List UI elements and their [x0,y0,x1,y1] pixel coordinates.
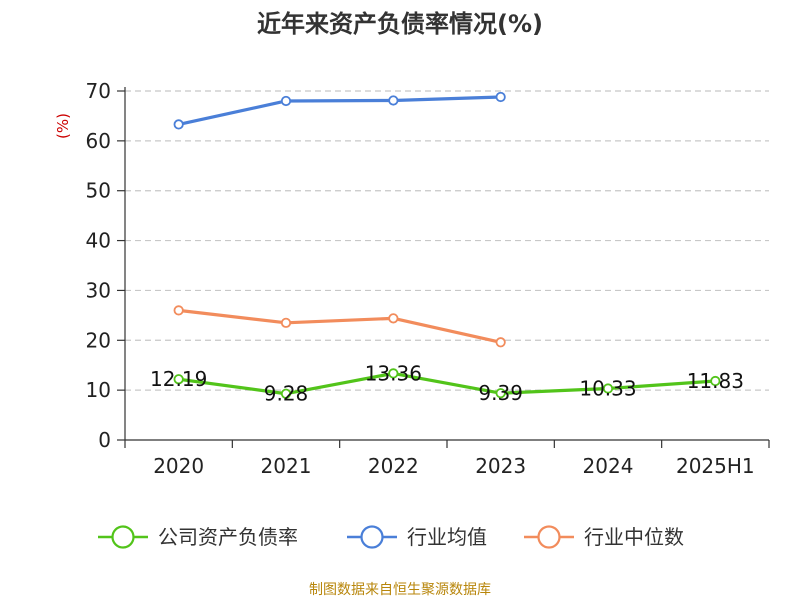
y-tick-label: 40 [86,229,111,253]
data-point[interactable] [280,388,292,399]
data-point[interactable] [280,317,292,328]
data-label: 9.28 [264,382,309,406]
legend-item[interactable]: 公司资产负债率 [98,525,298,549]
x-tick-label: 2023 [475,454,526,478]
legend-marker [111,525,135,549]
grid-lines [125,90,769,391]
source-note: 制图数据来自恒生聚源数据库 [309,582,491,598]
x-tick-label: 2022 [368,454,419,478]
series-line [177,95,503,127]
x-tick-label: 2021 [261,454,312,478]
series-0 [173,368,721,399]
data-point[interactable] [388,368,399,379]
data-point[interactable] [388,95,399,106]
data-point[interactable] [495,337,506,348]
x-tick-label: 2024 [583,454,634,478]
data-label: 12.19 [150,367,207,391]
legend-label: 行业中位数 [584,525,684,549]
y-tick-label: 30 [86,278,111,302]
data-point[interactable] [388,313,399,324]
y-axis-unit-label: (%) [54,113,72,139]
series-1 [173,91,506,130]
data-point[interactable] [173,119,184,130]
legend-item[interactable]: 行业均值 [347,525,487,549]
data-point[interactable] [280,95,292,107]
data-point[interactable] [173,374,184,385]
x-tick-label: 2025H1 [676,454,755,478]
y-tick-label: 50 [86,179,111,203]
legend-marker [537,525,561,549]
y-tick-label: 0 [98,428,111,452]
y-tick-label: 70 [86,79,111,103]
data-label: 13.36 [365,361,422,385]
legend-item[interactable]: 行业中位数 [524,525,684,549]
legend-marker [360,525,384,549]
series-line [177,308,503,344]
series-line [177,371,717,396]
data-point[interactable] [173,305,184,316]
chart-title: 近年来资产负债率情况(%) [257,10,543,38]
legend: 公司资产负债率 行业均值 行业中位数 [98,525,684,549]
data-point[interactable] [602,383,614,394]
data-label: 11.83 [687,369,744,393]
legend-label: 公司资产负债率 [158,525,298,549]
axes: 0 10 20 30 40 50 60 70 2020 2021 2022 2023 2024 2025H… [86,79,770,478]
data-label: 10.33 [579,376,636,400]
data-labels: 12.19 9.28 13.36 9.39 10.33 11.83 [150,361,744,405]
data-label: 9.39 [478,381,523,405]
y-tick-label: 20 [86,328,111,352]
series-2 [173,305,506,348]
legend-label: 行业均值 [407,525,487,549]
y-tick-label: 10 [86,378,111,402]
data-point[interactable] [710,375,721,387]
x-tick-label: 2020 [153,454,204,478]
y-tick-label: 60 [86,129,111,153]
data-point[interactable] [495,388,506,399]
series-lines [173,91,721,399]
data-point[interactable] [495,91,506,103]
